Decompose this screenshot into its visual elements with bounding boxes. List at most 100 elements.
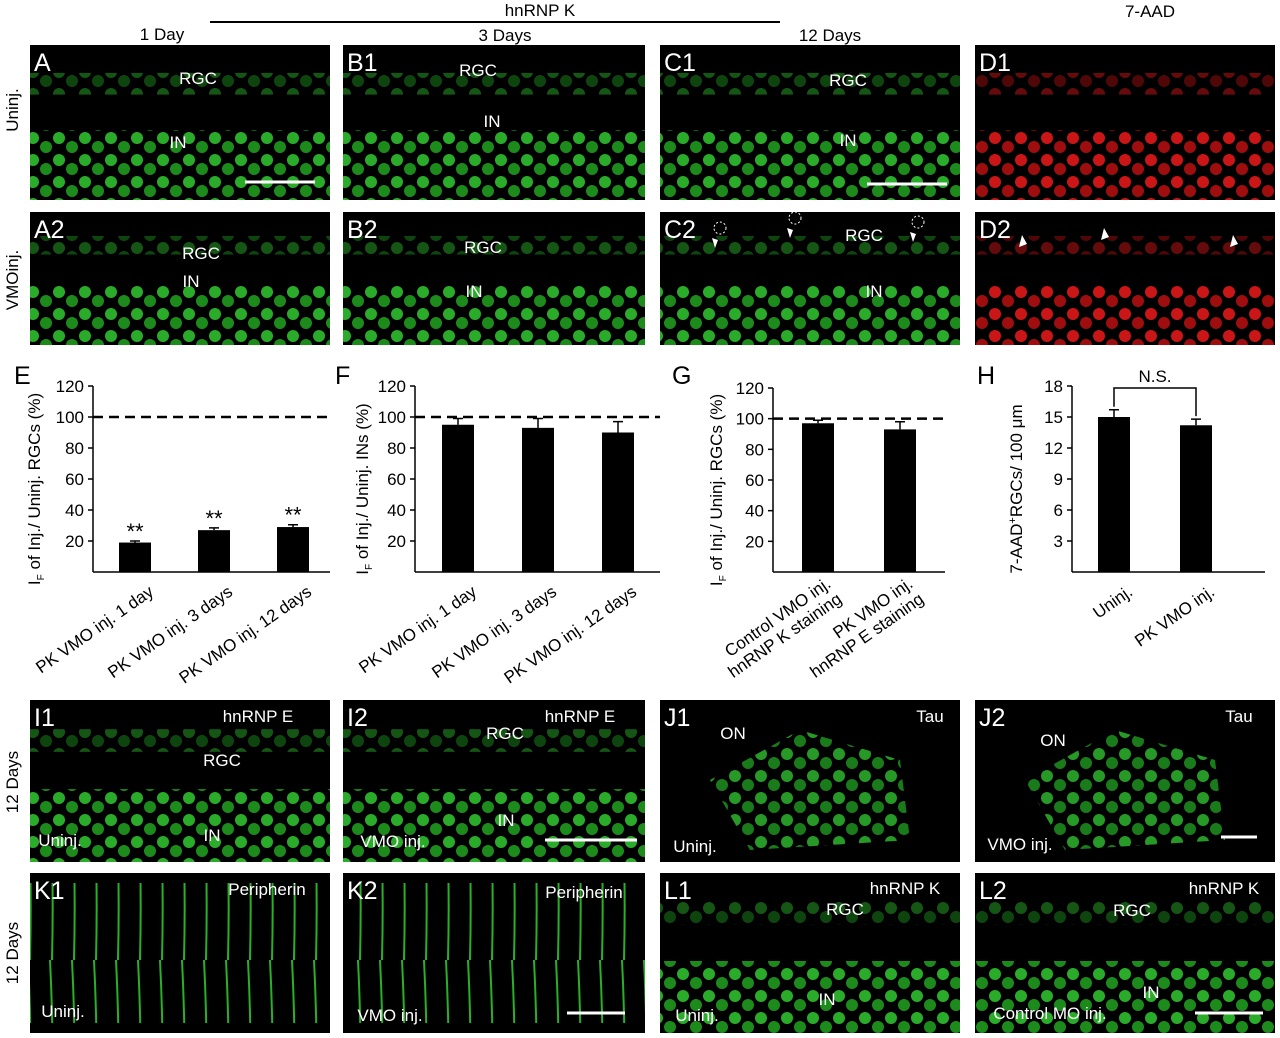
y-tick-label: 120 — [378, 377, 406, 396]
panel-text: Peripherin — [545, 883, 623, 902]
cell-layer — [30, 285, 330, 345]
y-tick-label: 20 — [745, 532, 764, 551]
ylabel-superscript: + — [1007, 517, 1019, 523]
panel-text: RGC — [826, 900, 864, 919]
error-bar — [895, 420, 905, 430]
panel-label: C1 — [664, 49, 696, 77]
y-axis-label: 7-AAD+RGCs/ 100 μm — [1007, 404, 1026, 573]
column-title: 12 Days — [799, 26, 861, 45]
y-tick-label: 40 — [65, 501, 84, 520]
ylabel-text: of Inj./ Uninj. RGCs (%) — [25, 393, 44, 574]
cell-layer — [660, 235, 960, 255]
cell-layer — [660, 901, 960, 925]
panel-text: IN — [183, 272, 200, 291]
cell-layer — [343, 729, 645, 752]
y-tick-label: 120 — [736, 379, 764, 398]
y-tick-label: 15 — [1044, 408, 1063, 427]
panel-label: H — [977, 362, 995, 390]
cell-layer — [975, 72, 1275, 95]
x-tick-label-line: Uninj. — [1090, 582, 1137, 622]
panel-label: E — [14, 362, 31, 390]
panel-text: hnRNP K — [1189, 879, 1260, 898]
y-tick-label: 18 — [1044, 377, 1063, 396]
y-axis-label: IF of Inj./ Uninj. INs (%) — [353, 403, 375, 574]
panel-label: C2 — [664, 216, 696, 244]
significance: ** — [205, 506, 223, 531]
bar — [1180, 425, 1212, 572]
error-bar — [209, 527, 219, 531]
error-bar — [130, 540, 140, 543]
significance: ** — [126, 519, 144, 544]
error-bar — [288, 523, 298, 528]
cell-layer — [30, 729, 330, 752]
bar — [802, 423, 834, 572]
y-tick-label: 9 — [1054, 470, 1063, 489]
cell-layer — [343, 789, 645, 862]
cell-layer — [343, 285, 645, 345]
panel-text: RGC — [829, 71, 867, 90]
column-title: 3 Days — [479, 26, 532, 45]
panel-text: IN — [498, 811, 515, 830]
y-tick-label: 80 — [745, 440, 764, 459]
panel-label: G — [672, 362, 691, 390]
x-tick-label-line: PK VMO inj. 12 days — [176, 582, 315, 688]
ylabel-subscript: F — [718, 575, 729, 581]
y-tick-label: 60 — [65, 470, 84, 489]
panel-label: K1 — [34, 877, 65, 905]
panel-label: B2 — [347, 216, 378, 244]
x-tick-label-line: PK VMO inj. — [1131, 582, 1218, 651]
panel-label: D2 — [979, 216, 1011, 244]
cell-layer — [30, 235, 330, 255]
column-title: 1 Day — [140, 25, 185, 44]
nerve — [1025, 730, 1225, 850]
panel-text: RGC — [203, 751, 241, 770]
panel-label: L1 — [664, 877, 692, 905]
panel-text: hnRNP E — [545, 707, 616, 726]
panel-label: I2 — [347, 704, 368, 732]
panel-text: RGC — [182, 244, 220, 263]
cell-layer — [975, 285, 1275, 345]
bar — [1098, 417, 1130, 572]
x-tick-label: PK VMO inj. — [1131, 582, 1218, 651]
group-title: hnRNP K — [505, 1, 576, 20]
row-label: Uninj. — [3, 88, 22, 131]
fiber-layer — [343, 883, 645, 1023]
y-tick-label: 100 — [56, 408, 84, 427]
error-bar — [453, 417, 463, 425]
y-axis-label: IF of Inj./ Uninj. RGCs (%) — [707, 394, 729, 586]
panel-text: Tau — [1225, 707, 1252, 726]
panel-label: D1 — [979, 49, 1011, 77]
panel-text: VMO inj. — [360, 832, 425, 851]
panel-text: IN — [170, 133, 187, 152]
y-tick-label: 60 — [745, 471, 764, 490]
bar — [884, 429, 916, 572]
panel-label: A — [34, 49, 51, 77]
ylabel-subscript: F — [364, 564, 375, 570]
panel-label: K2 — [347, 877, 378, 905]
arrowhead — [910, 232, 916, 242]
ylabel-text: of Inj./ Uninj. INs (%) — [353, 403, 372, 564]
panel-text: IN — [204, 826, 221, 845]
cell-layer — [30, 789, 330, 862]
panel-text: VMO inj. — [987, 835, 1052, 854]
panel-text: VMO inj. — [357, 1006, 422, 1025]
cell-layer — [30, 72, 330, 95]
row-label: VMOinj. — [3, 250, 22, 310]
bracket — [1113, 387, 1197, 417]
panel-text: Uninj. — [675, 1006, 718, 1025]
panel-label: F — [335, 362, 350, 390]
y-tick-label: 20 — [65, 532, 84, 551]
x-tick-label: Uninj. — [1090, 582, 1137, 622]
y-tick-label: 3 — [1054, 532, 1063, 551]
stain-title: 7-AAD — [1125, 2, 1175, 21]
y-tick-label: 40 — [387, 501, 406, 520]
y-tick-label: 60 — [387, 470, 406, 489]
ylabel-text: of Inj./ Uninj. RGCs (%) — [707, 394, 726, 575]
cell-layer — [660, 130, 960, 200]
panel-text: hnRNP K — [870, 879, 941, 898]
panel-text: IN — [1143, 983, 1160, 1002]
panel-text: IN — [840, 131, 857, 150]
bracket-label: N.S. — [1138, 367, 1171, 386]
x-tick-label: PK VMO inj. 12 days — [501, 582, 640, 688]
bar — [119, 542, 151, 572]
